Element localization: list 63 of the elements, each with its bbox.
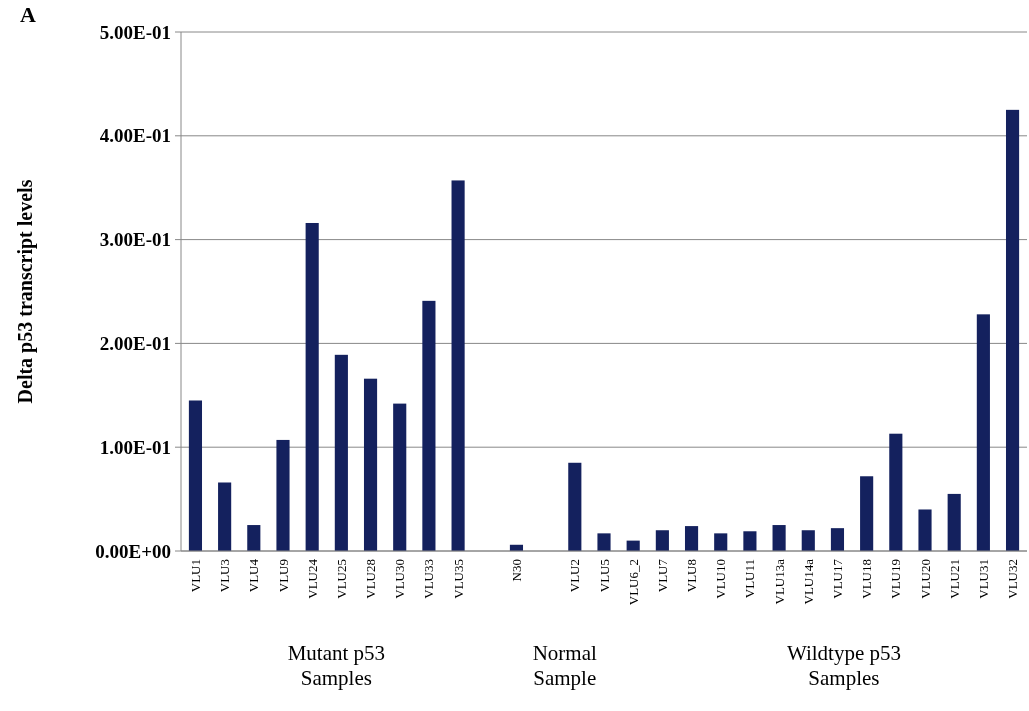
bar	[889, 433, 903, 551]
bar	[393, 403, 407, 551]
bar	[334, 354, 348, 551]
bar	[655, 530, 669, 551]
x-tick-label: VLU9	[275, 559, 291, 593]
y-tick-label: 5.00E-01	[99, 21, 171, 43]
bar	[801, 530, 815, 551]
x-tick-label: VLU2	[567, 559, 583, 593]
x-tick-label: VLU19	[888, 559, 904, 599]
x-tick-label: VLU6_2	[625, 559, 641, 606]
bar	[247, 525, 261, 551]
x-tick-label: VLU1	[188, 559, 203, 593]
bar	[422, 300, 436, 551]
bar	[830, 528, 845, 551]
x-tick-label: VLU10	[713, 559, 729, 599]
x-tick-label: VLU11	[742, 559, 758, 599]
bar	[918, 509, 932, 551]
y-tick-label: 1.00E-01	[99, 436, 171, 458]
x-tick-label: VLU33	[421, 559, 437, 599]
x-tick-label: VLU5	[596, 559, 612, 593]
x-tick-label: VLU30	[392, 559, 408, 599]
bar	[363, 378, 378, 551]
text: Normal Sample	[532, 641, 598, 690]
bar	[947, 493, 961, 551]
bar	[276, 439, 290, 551]
bar	[451, 180, 465, 551]
x-tick-label: VLU24	[304, 558, 320, 599]
x-tick-label: VLU21	[946, 559, 962, 599]
x-tick-label: VLU35	[450, 559, 466, 599]
x-tick-label: VLU20	[917, 559, 933, 599]
x-tick-label: VLU13a	[771, 558, 787, 605]
bar	[1005, 109, 1020, 551]
bar	[714, 533, 728, 551]
y-tick-label: 3.00E-01	[99, 229, 171, 251]
y-tick-label: 4.00E-01	[99, 125, 171, 147]
x-tick-label: VLU17	[830, 558, 846, 599]
bar	[568, 462, 582, 551]
bar	[976, 314, 990, 551]
bar	[684, 526, 699, 551]
text: Wildtype p53 Samples	[786, 641, 901, 690]
x-tick-label: VLU18	[859, 559, 875, 599]
x-tick-label: VLU31	[975, 559, 991, 599]
text: Mutant p53 Samples	[287, 641, 386, 690]
text: A	[20, 2, 36, 27]
x-tick-label: VLU3	[217, 559, 233, 593]
y-tick-label: 0.00E+00	[95, 540, 171, 562]
bar	[218, 482, 232, 551]
x-tick-label: VLU14a	[800, 558, 816, 605]
bar	[860, 476, 874, 551]
x-tick-label: VLU32	[1005, 559, 1021, 599]
y-axis-title: Delta p53 transcript levels	[14, 179, 37, 404]
bar	[597, 533, 611, 551]
x-tick-label: VLU28	[363, 559, 379, 599]
x-tick-label: VLU7	[654, 558, 670, 593]
x-tick-label: N30	[509, 559, 524, 582]
x-tick-label: VLU25	[333, 559, 349, 599]
bar	[772, 525, 786, 551]
x-tick-label: VLU4	[246, 558, 262, 593]
y-tick-label: 2.00E-01	[99, 333, 171, 355]
bar	[188, 400, 203, 551]
bar	[305, 222, 319, 551]
x-tick-label: VLU8	[684, 559, 700, 593]
bar	[743, 531, 757, 551]
